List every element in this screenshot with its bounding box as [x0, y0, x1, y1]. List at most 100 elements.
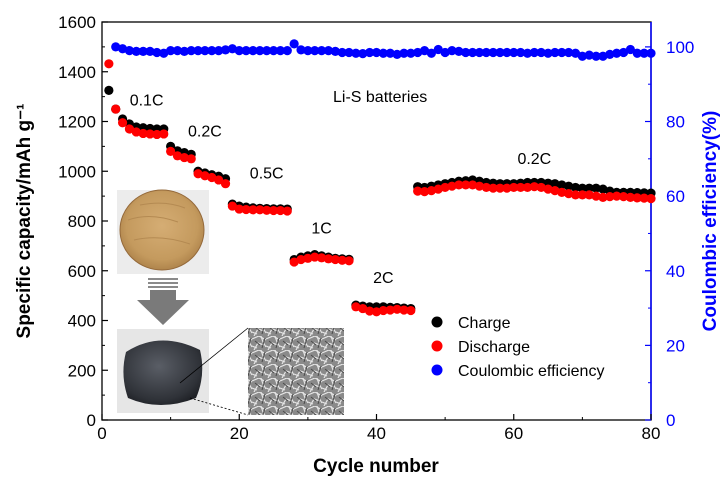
- data-point-discharge: [612, 191, 622, 201]
- data-point-discharge: [117, 118, 128, 128]
- data-point-discharge: [516, 182, 526, 193]
- data-point-charge: [104, 85, 114, 96]
- data-point-coulombic-efficiency: [255, 46, 265, 56]
- data-point-discharge: [255, 205, 265, 215]
- data-point-discharge: [570, 190, 581, 200]
- data-point-coulombic-efficiency: [509, 47, 519, 58]
- y-left-tick-label: 0: [87, 411, 96, 430]
- data-point-discharge: [186, 154, 196, 164]
- data-point-coulombic-efficiency: [406, 48, 416, 58]
- data-point-discharge: [577, 190, 587, 200]
- data-point-coulombic-efficiency: [200, 46, 210, 56]
- data-point-discharge: [625, 192, 636, 202]
- y-right-tick-label: 40: [666, 262, 685, 281]
- data-point-discharge: [365, 306, 375, 316]
- data-point-discharge: [330, 254, 340, 265]
- data-point-coulombic-efficiency: [268, 46, 279, 56]
- data-point-coulombic-efficiency: [166, 46, 176, 56]
- y-right-tick-label: 20: [666, 336, 685, 355]
- data-point-discharge: [509, 182, 519, 193]
- data-point-coulombic-efficiency: [543, 48, 553, 58]
- data-point-discharge: [166, 146, 176, 156]
- data-point-discharge: [426, 186, 436, 196]
- data-point-discharge: [632, 193, 642, 203]
- data-point-discharge: [378, 305, 388, 316]
- data-point-coulombic-efficiency: [179, 46, 189, 56]
- y-left-tick-label: 1200: [58, 113, 96, 132]
- data-point-discharge: [461, 180, 471, 190]
- data-point-coulombic-efficiency: [474, 47, 485, 58]
- data-point-coulombic-efficiency: [193, 46, 203, 56]
- carbon-disk-photo: [123, 340, 203, 405]
- data-point-discharge: [145, 129, 155, 139]
- data-point-coulombic-efficiency: [303, 46, 313, 56]
- right-axis-title: Coulombic efficiency(%): [700, 111, 721, 332]
- legend-marker-coulombic-efficiency: [431, 364, 443, 376]
- data-point-coulombic-efficiency: [522, 48, 533, 58]
- data-point-discharge: [481, 182, 491, 193]
- data-point-coulombic-efficiency: [234, 46, 244, 56]
- data-point-discharge: [282, 206, 292, 216]
- data-point-discharge: [262, 205, 272, 215]
- rate-label: 1C: [311, 220, 331, 237]
- data-point-discharge: [323, 254, 334, 264]
- data-point-discharge: [598, 192, 608, 202]
- data-point-coulombic-efficiency: [632, 48, 642, 58]
- rate-label: 0.1C: [130, 92, 164, 109]
- data-point-discharge: [454, 180, 464, 190]
- data-point-coulombic-efficiency: [186, 46, 196, 56]
- data-point-coulombic-efficiency: [385, 48, 395, 58]
- data-point-coulombic-efficiency: [131, 46, 141, 56]
- data-point-discharge: [227, 201, 237, 211]
- inset-images: [117, 189, 344, 416]
- legend-marker-charge: [431, 316, 443, 328]
- data-point-coulombic-efficiency: [481, 47, 491, 58]
- annotation-layer: Li-S batteries 0.1C 0.2C 0.5C 1C 2C 0.2C: [130, 89, 552, 287]
- left-axis-ticks: 0 200 400 600 800 1000 1200 1400 1600: [58, 13, 108, 430]
- data-point-discharge: [337, 255, 347, 265]
- data-point-discharge: [241, 204, 251, 215]
- data-point-discharge: [447, 181, 457, 191]
- data-point-coulombic-efficiency: [172, 46, 183, 56]
- data-point-discharge: [543, 184, 553, 194]
- legend-marker-discharge: [431, 340, 443, 352]
- data-point-coulombic-efficiency: [467, 47, 478, 58]
- y-right-tick-label: 0: [666, 411, 675, 430]
- data-point-coulombic-efficiency: [337, 47, 347, 58]
- legend: Charge Discharge Coulombic efficiency: [431, 315, 604, 380]
- data-point-coulombic-efficiency: [618, 47, 629, 58]
- rate-label: 0.2C: [188, 123, 222, 140]
- data-point-coulombic-efficiency: [447, 46, 457, 56]
- data-point-discharge: [392, 304, 402, 314]
- data-point-coulombic-efficiency: [426, 48, 436, 58]
- data-point-coulombic-efficiency: [358, 49, 368, 59]
- data-point-coulombic-efficiency: [577, 51, 587, 61]
- data-point-charge: [550, 179, 560, 189]
- data-point-coulombic-efficiency: [378, 48, 388, 58]
- y-left-tick-label: 200: [68, 361, 96, 380]
- y-left-tick-label: 1000: [58, 162, 96, 181]
- data-point-discharge: [344, 256, 354, 266]
- data-point-coulombic-efficiency: [584, 50, 594, 60]
- legend-label-discharge: Discharge: [458, 339, 530, 356]
- data-point-discharge: [440, 182, 450, 193]
- data-point-charge: [591, 183, 601, 193]
- data-point-discharge: [406, 305, 416, 316]
- data-point-coulombic-efficiency: [214, 46, 224, 56]
- data-point-coulombic-efficiency: [625, 44, 636, 55]
- rate-label: 2C: [373, 270, 393, 287]
- data-point-coulombic-efficiency: [323, 46, 334, 56]
- data-point-discharge: [467, 180, 478, 190]
- left-axis-title: Specific capacity/mAh g⁻¹: [14, 104, 35, 339]
- data-point-coulombic-efficiency: [454, 46, 464, 56]
- data-point-discharge: [488, 183, 498, 193]
- x-tick-label: 20: [230, 424, 249, 443]
- x-tick-label: 40: [367, 424, 386, 443]
- y-left-tick-label: 800: [68, 212, 96, 231]
- x-axis-ticks: 0 20 40 60 80: [97, 414, 660, 443]
- data-point-coulombic-efficiency: [330, 46, 340, 56]
- data-point-discharge: [310, 252, 320, 262]
- data-point-charge: [564, 181, 574, 191]
- sem-image: [248, 328, 344, 415]
